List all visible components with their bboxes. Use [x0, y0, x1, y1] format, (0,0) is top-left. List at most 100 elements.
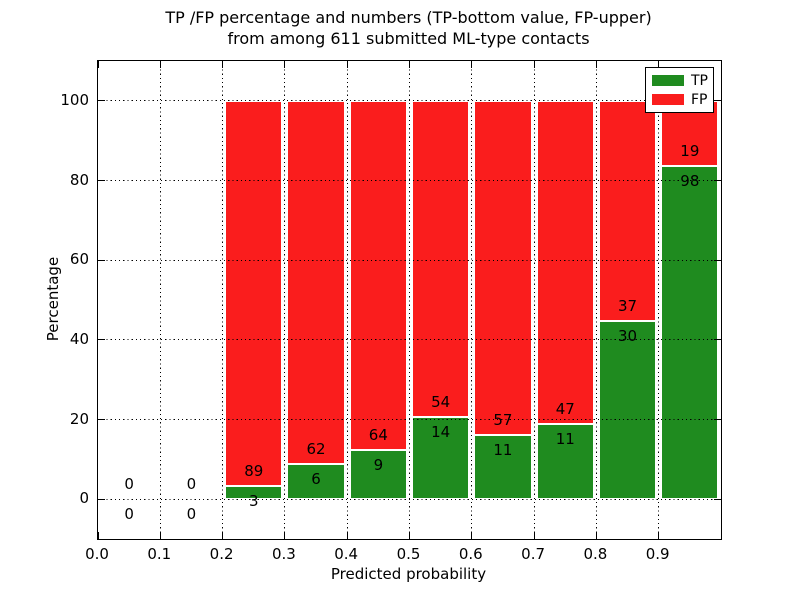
x-gridline: [658, 61, 660, 539]
x-tick-mark: [595, 532, 597, 539]
tp-count-label: 11: [555, 429, 575, 448]
x-tick-label: 0.8: [583, 545, 608, 563]
tp-count-label: 0: [124, 505, 134, 524]
x-tick-mark: [222, 532, 224, 539]
tp-count-label: 98: [680, 171, 700, 190]
x-tick-label: 0.7: [521, 545, 546, 563]
x-gridline: [533, 61, 535, 539]
x-tick-mark-top: [471, 61, 473, 68]
fp-count-label: 89: [244, 462, 264, 481]
tp-legend-swatch-icon: [652, 75, 684, 86]
x-tick-mark-top: [159, 61, 161, 68]
tp-count-label: 30: [618, 326, 638, 345]
tp-bar: [287, 464, 345, 500]
tp-bar: [536, 423, 594, 500]
tp-bar: [598, 320, 657, 500]
x-tick-label: 0.5: [396, 545, 421, 563]
fp-legend-swatch-icon: [652, 94, 684, 105]
tp-count-label: 0: [186, 505, 197, 524]
y-tick-mark-right: [714, 418, 721, 421]
x-tick-mark-top: [595, 61, 597, 68]
y-tick-mark: [98, 100, 105, 102]
y-gridline: [98, 498, 721, 500]
y-axis-label: Percentage: [44, 256, 62, 342]
y-gridline: [98, 339, 721, 341]
y-tick-mark: [98, 418, 105, 421]
x-tick-label: 0.9: [645, 545, 670, 563]
x-tick-mark-top: [346, 61, 348, 68]
x-tick-mark: [533, 532, 535, 539]
x-tick-mark-top: [533, 61, 535, 68]
tp-count-label: 11: [493, 440, 513, 459]
tp-bar: [474, 434, 532, 500]
y-tick-mark-right: [714, 339, 721, 341]
x-tick-label: 0.4: [334, 545, 359, 563]
x-gridline: [595, 61, 597, 539]
x-tick-label: 0.0: [85, 545, 109, 563]
y-tick-mark-right: [714, 179, 721, 182]
x-tick-mark-top: [408, 61, 411, 68]
x-tick-label: 0.6: [458, 545, 483, 563]
fp-bar: [287, 100, 345, 464]
tp-bar: [412, 417, 470, 500]
fp-count-label: 64: [368, 426, 388, 445]
x-tick-mark: [97, 532, 99, 539]
fp-bar: [536, 100, 594, 424]
x-tick-mark: [408, 532, 411, 539]
tp-legend-label: TP: [691, 72, 708, 89]
tp-bar: [661, 165, 719, 500]
y-tick-label: 80: [69, 170, 89, 189]
fp-count-label: 37: [618, 296, 638, 315]
y-gridline: [98, 180, 721, 181]
x-axis-label: Predicted probability: [330, 565, 487, 583]
fp-count-label: 0: [186, 475, 197, 494]
y-gridline: [98, 419, 721, 420]
fp-bar: [474, 100, 532, 435]
tp-count-label: 3: [248, 492, 259, 511]
x-tick-mark: [658, 532, 660, 539]
fp-count-label: 19: [680, 141, 700, 160]
y-tick-label: 40: [69, 329, 89, 348]
x-gridline: [471, 61, 473, 539]
y-tick-mark: [98, 339, 105, 341]
tp-bar: [349, 450, 407, 500]
y-tick-mark: [98, 179, 105, 182]
x-tick-mark: [159, 532, 161, 539]
x-tick-mark: [346, 532, 348, 539]
y-gridline: [98, 100, 721, 102]
y-tick-label: 60: [69, 250, 89, 269]
chart-title: TP /FP percentage and numbers (TP-bottom…: [97, 7, 720, 49]
x-tick-mark-top: [97, 61, 99, 68]
y-tick-mark: [98, 259, 105, 261]
fp-count-label: 0: [124, 475, 134, 494]
x-tick-label: 0.3: [271, 545, 296, 563]
y-gridline: [98, 259, 721, 261]
x-tick-mark-top: [284, 61, 286, 68]
tp-count-label: 6: [311, 470, 321, 489]
x-tick-mark-top: [222, 61, 224, 68]
x-tick-mark: [284, 532, 286, 539]
fp-legend-label: FP: [691, 91, 708, 108]
x-tick-mark-top: [658, 61, 660, 68]
tp-count-label: 9: [373, 456, 384, 475]
y-tick-label: 100: [60, 90, 89, 109]
chart-title-line1: TP /FP percentage and numbers (TP-bottom…: [165, 8, 652, 27]
fp-count-label: 57: [493, 410, 513, 429]
x-gridline: [284, 61, 286, 539]
chart-title-line2: from among 611 submitted ML-type contact…: [227, 29, 590, 48]
fp-bar: [598, 100, 657, 321]
y-tick-mark: [98, 498, 105, 500]
x-gridline: [409, 61, 410, 539]
x-tick-mark: [471, 532, 473, 539]
x-tick-label: 0.1: [147, 545, 172, 563]
fp-bar: [225, 100, 283, 487]
fp-count-label: 62: [306, 440, 326, 459]
plot-area: 0 0 0 0 89 3 62 6 64 9 54 14 57 11 47 11 37 30 19 98: [97, 60, 722, 540]
fp-bar: [412, 100, 470, 418]
fp-count-label: 54: [431, 393, 451, 412]
x-tick-label: 0.2: [209, 545, 234, 563]
legend: TP FP: [645, 67, 714, 113]
y-tick-mark-right: [714, 498, 721, 500]
y-tick-mark-right: [714, 259, 721, 261]
